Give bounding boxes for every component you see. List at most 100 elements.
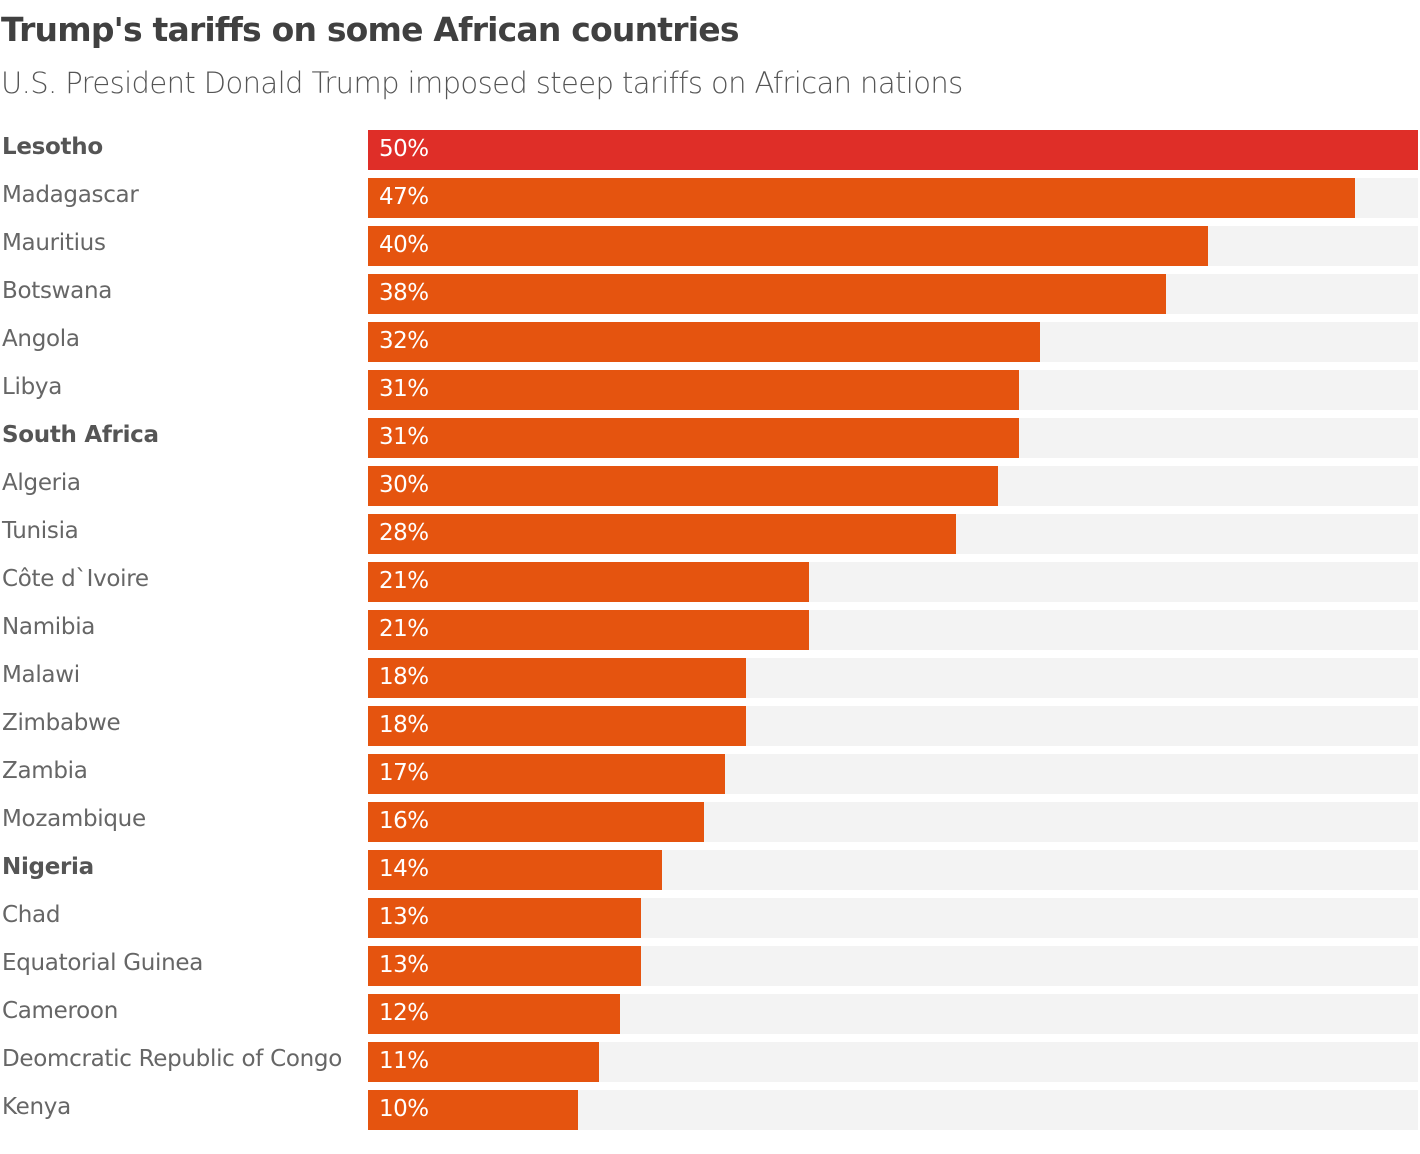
category-label: Kenya [2,1094,71,1120]
value-label: 10% [379,1096,429,1122]
category-label: Côte d`Ivoire [2,566,149,592]
category-label: Equatorial Guinea [2,950,204,976]
bar-track: 13% [368,898,1418,938]
bar: 31% [368,418,1019,458]
value-label: 30% [379,472,429,498]
value-label: 11% [379,1048,429,1074]
bar-row: Mauritius 40% [0,226,1420,266]
bar-track: 40% [368,226,1418,266]
bar-row: Chad 13% [0,898,1420,938]
value-label: 31% [379,424,429,450]
bar: 14% [368,850,662,890]
value-label: 13% [379,952,429,978]
value-label: 14% [379,856,429,882]
bar-track: 18% [368,706,1418,746]
bar: 40% [368,226,1208,266]
bar: 21% [368,610,809,650]
category-label: Nigeria [2,854,94,880]
bar: 32% [368,322,1040,362]
bar-track: 30% [368,466,1418,506]
bar: 16% [368,802,704,842]
bar-track: 32% [368,322,1418,362]
category-label: Madagascar [2,182,139,208]
value-label: 40% [379,232,429,258]
value-label: 21% [379,568,429,594]
category-label: South Africa [2,422,159,448]
bar-row: Namibia 21% [0,610,1420,650]
bar-track: 18% [368,658,1418,698]
bar-row: Zambia 17% [0,754,1420,794]
category-label: Libya [2,374,63,400]
category-label: Tunisia [2,518,79,544]
bar-track: 12% [368,994,1418,1034]
bar-row: Libya 31% [0,370,1420,410]
value-label: 32% [379,328,429,354]
bar: 18% [368,658,746,698]
bar-row: Malawi 18% [0,658,1420,698]
bar: 17% [368,754,725,794]
value-label: 50% [379,136,429,162]
value-label: 12% [379,1000,429,1026]
category-label: Mauritius [2,230,106,256]
chart-title: Trump's tariffs on some African countrie… [1,10,740,49]
bar: 21% [368,562,809,602]
bar-track: 28% [368,514,1418,554]
bar-row: Equatorial Guinea 13% [0,946,1420,986]
bar: 47% [368,178,1355,218]
chart-subtitle: U.S. President Donald Trump imposed stee… [1,66,963,100]
category-label: Malawi [2,662,80,688]
bar-row: Deomcratic Republic of Congo 11% [0,1042,1420,1082]
bar-row: Nigeria 14% [0,850,1420,890]
bar-row: Cameroon 12% [0,994,1420,1034]
bar-row: Madagascar 47% [0,178,1420,218]
bar-row: South Africa 31% [0,418,1420,458]
bar: 13% [368,946,641,986]
value-label: 28% [379,520,429,546]
bar-row: Côte d`Ivoire 21% [0,562,1420,602]
value-label: 18% [379,712,429,738]
bar: 31% [368,370,1019,410]
category-label: Zambia [2,758,88,784]
value-label: 17% [379,760,429,786]
value-label: 16% [379,808,429,834]
bar: 18% [368,706,746,746]
value-label: 31% [379,376,429,402]
bar-track: 21% [368,610,1418,650]
category-label: Lesotho [2,134,103,160]
bar-row: Kenya 10% [0,1090,1420,1130]
bar-row: Angola 32% [0,322,1420,362]
value-label: 13% [379,904,429,930]
bar-track: 11% [368,1042,1418,1082]
bar-track: 38% [368,274,1418,314]
bar-track: 21% [368,562,1418,602]
bar: 11% [368,1042,599,1082]
category-label: Botswana [2,278,113,304]
bar: 28% [368,514,956,554]
bar-track: 31% [368,370,1418,410]
bar-track: 50% [368,130,1418,170]
bar-track: 31% [368,418,1418,458]
category-label: Deomcratic Republic of Congo [2,1046,342,1072]
bar-row: Mozambique 16% [0,802,1420,842]
value-label: 21% [379,616,429,642]
bar-row: Botswana 38% [0,274,1420,314]
category-label: Angola [2,326,80,352]
category-label: Zimbabwe [2,710,121,736]
category-label: Mozambique [2,806,146,832]
category-label: Algeria [2,470,81,496]
bar-row: Algeria 30% [0,466,1420,506]
bar-track: 17% [368,754,1418,794]
bar-track: 14% [368,850,1418,890]
bar-track: 13% [368,946,1418,986]
bar-track: 10% [368,1090,1418,1130]
value-label: 38% [379,280,429,306]
category-label: Cameroon [2,998,118,1024]
bar-row: Zimbabwe 18% [0,706,1420,746]
bar: 50% [368,130,1418,170]
bar: 10% [368,1090,578,1130]
value-label: 47% [379,184,429,210]
bar: 12% [368,994,620,1034]
bar-row: Tunisia 28% [0,514,1420,554]
bar-track: 47% [368,178,1418,218]
category-label: Chad [2,902,61,928]
